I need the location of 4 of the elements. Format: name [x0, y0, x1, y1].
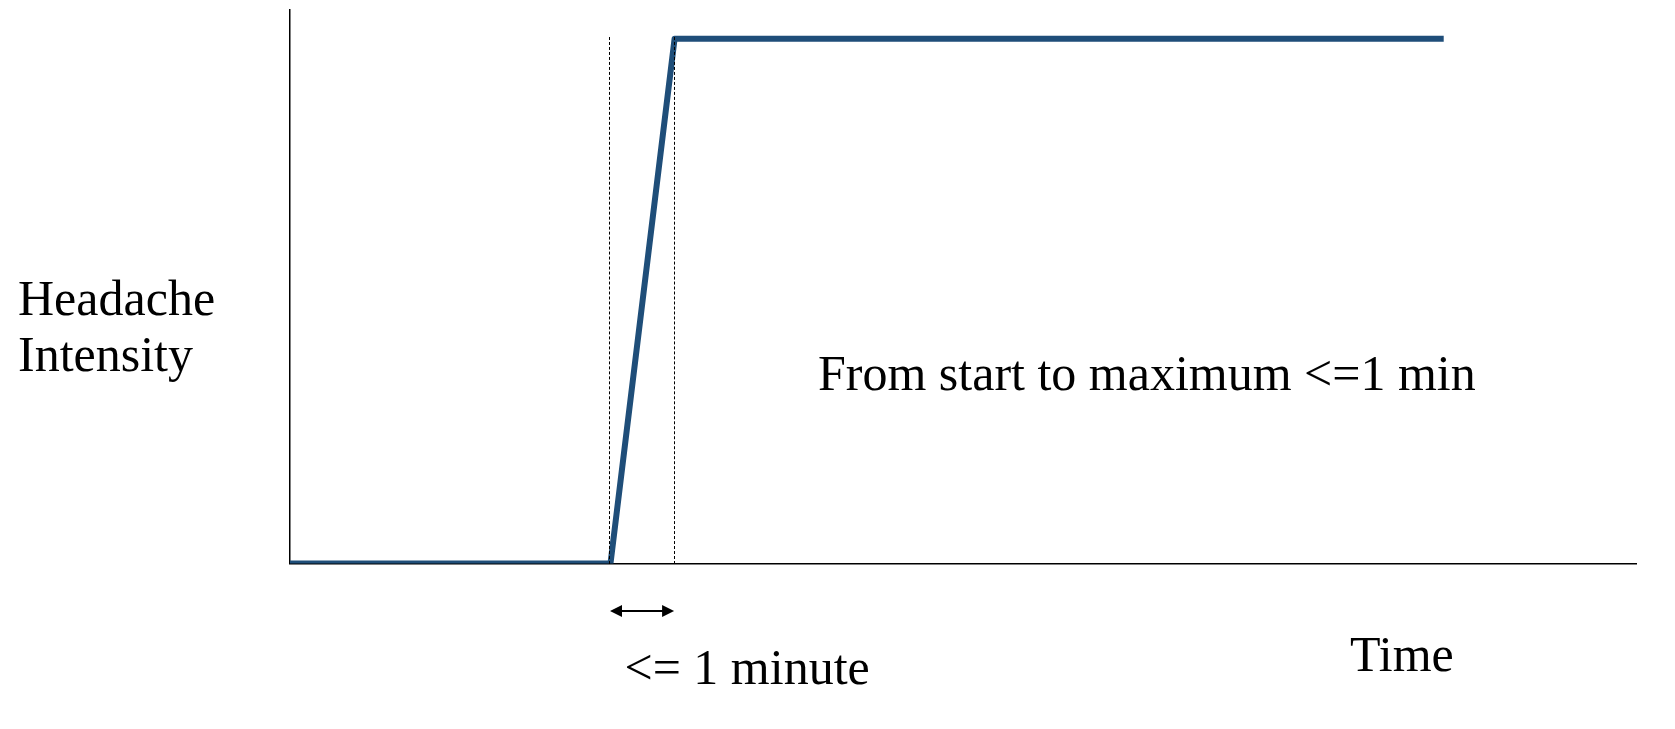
text: <= 1 minute — [624, 638, 870, 695]
annotation: From start to maximum <=1 min — [818, 345, 1476, 401]
y-axis-title: Headache Intensity — [18, 270, 217, 382]
x-axis-title: Time — [1350, 626, 1454, 682]
